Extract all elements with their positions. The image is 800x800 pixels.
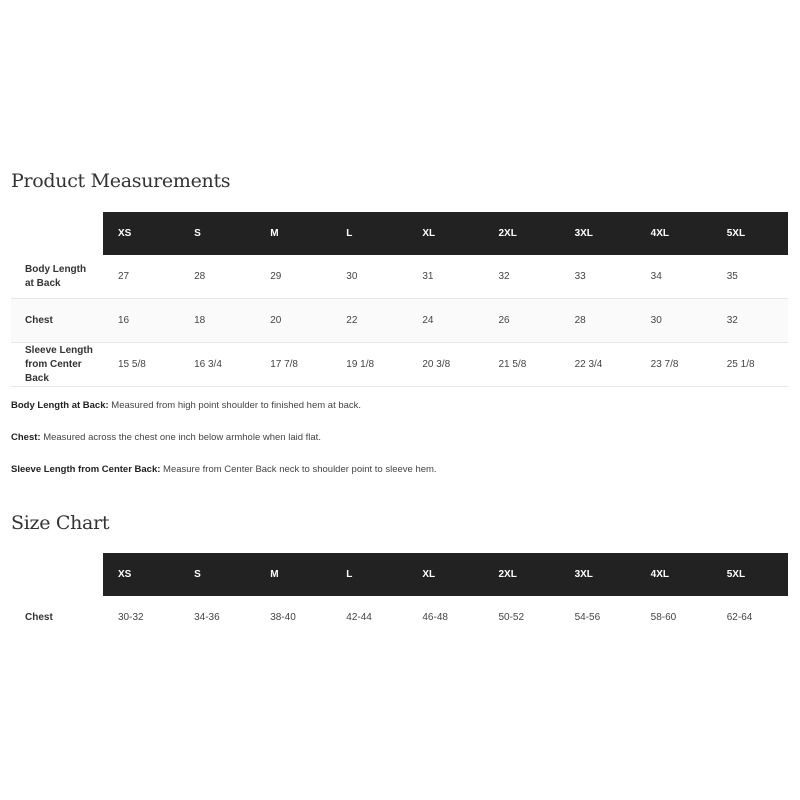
cell-value: 32	[726, 315, 738, 326]
table-row: Sleeve Length from Center Back 15 5/8 16 3…	[11, 343, 788, 387]
size-header: S	[194, 228, 201, 239]
cell-value: 17 7/8	[270, 359, 298, 370]
cell-value: 23 7/8	[650, 359, 679, 370]
cell-value: 24	[422, 315, 434, 326]
cell-value: 16	[118, 315, 130, 326]
size-chart-title: Size Chart	[11, 512, 110, 534]
size-header: 2XL	[498, 569, 517, 580]
cell-value: 34-36	[194, 612, 220, 623]
cell-value: 58-60	[650, 612, 677, 623]
size-header: S	[194, 569, 201, 580]
cell-value: 35	[726, 271, 738, 282]
cell-value: 31	[422, 271, 434, 282]
row-label: Sleeve Length from Center Back	[25, 344, 93, 384]
cell-value: 22	[346, 315, 358, 326]
note-term: Chest:	[11, 432, 41, 443]
cell-value: 30-32	[118, 612, 144, 623]
size-header: 4XL	[650, 228, 669, 239]
cell-value: 46-48	[422, 612, 448, 623]
cell-value: 50-52	[498, 612, 525, 623]
cell-value: 34	[650, 271, 662, 282]
size-header: XL	[422, 569, 436, 580]
product-measurements-title: Product Measurements	[11, 170, 231, 192]
cell-value: 42-44	[346, 612, 372, 623]
cell-value: 25 1/8	[726, 359, 755, 370]
cell-value: 32	[498, 271, 510, 282]
note: Chest: Measured across the chest one inc…	[11, 431, 437, 444]
cell-value: 21 5/8	[498, 359, 527, 370]
row-label: Chest	[25, 611, 53, 623]
cell-value: 29	[270, 271, 282, 282]
size-header: XS	[118, 569, 132, 580]
note-term: Sleeve Length from Center Back:	[11, 464, 161, 475]
note: Sleeve Length from Center Back: Measure …	[11, 463, 437, 476]
note: Body Length at Back: Measured from high …	[11, 399, 437, 412]
note-term: Body Length at Back:	[11, 400, 109, 411]
size-header: M	[270, 228, 279, 239]
cell-value: 20	[270, 315, 282, 326]
size-header: 3XL	[574, 569, 593, 580]
cell-value: 15 5/8	[118, 359, 146, 370]
table-row: Chest 30-32 34-36 38-40 42-44 46-48 50-52 54-56…	[11, 596, 788, 639]
size-header: 4XL	[650, 569, 669, 580]
table-header: XS S M L XL 2XL 3XL 4XL 5XL	[103, 553, 788, 596]
size-header: XS	[118, 228, 132, 239]
cell-value: 18	[194, 315, 206, 326]
size-header: 2XL	[498, 228, 517, 239]
size-header: L	[346, 228, 353, 239]
note-text: Measured across the chest one inch below…	[40, 432, 321, 443]
cell-value: 22 3/4	[574, 359, 603, 370]
row-label: Body Length at Back	[25, 263, 87, 289]
cell-value: 33	[574, 271, 586, 282]
size-header: L	[346, 569, 353, 580]
table-row: Chest 16 18 20 22 24 26 28 30 32	[11, 299, 788, 343]
cell-value: 19 1/8	[346, 359, 375, 370]
size-chart-table: XS S M L XL 2XL 3XL 4XL 5XL Chest 30-32 34-36 38-40 4…	[11, 553, 788, 639]
size-header: XL	[422, 228, 436, 239]
cell-value: 26	[498, 315, 510, 326]
cell-value: 38-40	[270, 612, 296, 623]
note-text: Measure from Center Back neck to shoulde…	[160, 464, 437, 475]
cell-value: 20 3/8	[422, 359, 451, 370]
cell-value: 27	[118, 271, 130, 282]
size-header: M	[270, 569, 279, 580]
size-header: 5XL	[726, 569, 746, 580]
size-header: 5XL	[726, 228, 746, 239]
cell-value: 30	[650, 315, 662, 326]
size-header: 3XL	[574, 228, 593, 239]
row-label: Chest	[25, 314, 53, 326]
cell-value: 30	[346, 271, 358, 282]
cell-value: 54-56	[574, 612, 601, 623]
measurement-notes: Body Length at Back: Measured from high …	[11, 399, 437, 495]
table-header: XS S M L XL 2XL 3XL 4XL 5XL	[103, 212, 788, 255]
cell-value: 28	[194, 271, 206, 282]
cell-value: 16 3/4	[194, 359, 222, 370]
note-text: Measured from high point shoulder to fin…	[108, 400, 362, 411]
measurements-table: XS S M L XL 2XL 3XL 4XL 5XL Body Length at Back 27…	[11, 212, 788, 387]
table-row: Body Length at Back 27 28 29 30 31 32 33 34 35	[11, 255, 788, 299]
cell-value: 62-64	[726, 612, 753, 623]
cell-value: 28	[574, 315, 586, 326]
